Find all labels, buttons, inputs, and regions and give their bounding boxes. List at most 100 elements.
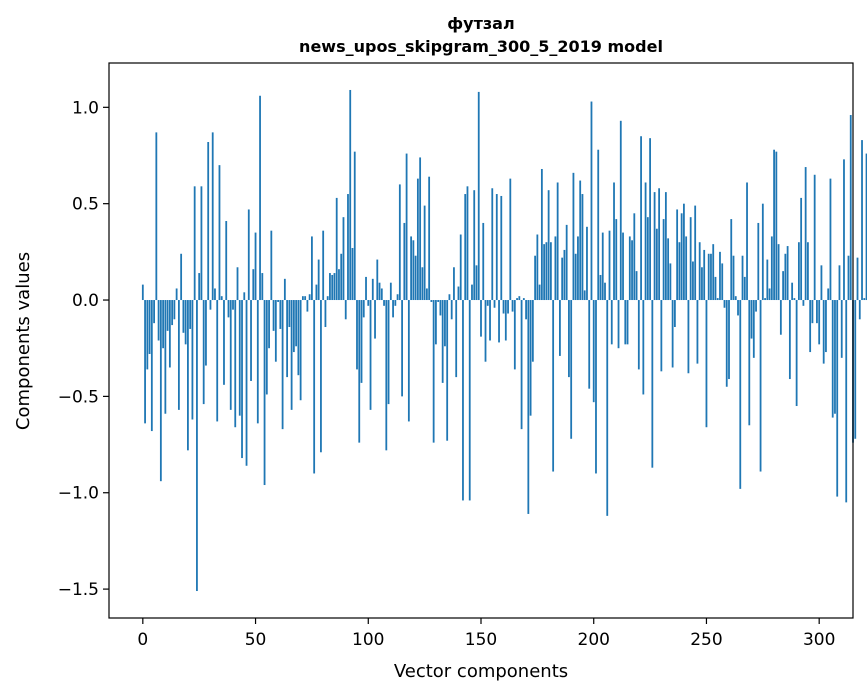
bar-301 bbox=[820, 265, 823, 301]
bar-130 bbox=[435, 300, 437, 345]
bar-139 bbox=[455, 300, 458, 378]
bar-172 bbox=[529, 300, 532, 416]
bar-255 bbox=[716, 298, 719, 301]
bar-250 bbox=[705, 300, 708, 428]
bar-118 bbox=[407, 300, 410, 422]
bar-108 bbox=[385, 300, 388, 451]
bar-247 bbox=[698, 242, 701, 301]
bar-318 bbox=[858, 300, 861, 320]
bar-28 bbox=[205, 300, 207, 366]
bar-136 bbox=[448, 294, 451, 301]
chart-subtitle: news_upos_skipgram_300_5_2019 model bbox=[299, 37, 663, 56]
bar-214 bbox=[624, 300, 627, 345]
bar-145 bbox=[468, 300, 471, 501]
bar-53 bbox=[261, 273, 264, 301]
bar-157 bbox=[495, 194, 498, 301]
bar-92 bbox=[349, 89, 352, 301]
bar-114 bbox=[398, 184, 401, 301]
bar-151 bbox=[482, 222, 485, 301]
bar-76 bbox=[313, 300, 316, 474]
bar-134 bbox=[444, 300, 446, 347]
bar-59 bbox=[274, 300, 277, 362]
bar-266 bbox=[741, 255, 744, 301]
bar-199 bbox=[590, 101, 593, 301]
bar-105 bbox=[378, 282, 381, 301]
bar-216 bbox=[628, 236, 631, 301]
bar-35 bbox=[220, 296, 223, 301]
bar-279 bbox=[770, 236, 773, 301]
bar-29 bbox=[207, 142, 210, 301]
bar-85 bbox=[333, 273, 336, 301]
bar-167 bbox=[518, 296, 521, 301]
bar-166 bbox=[516, 298, 518, 301]
bar-296 bbox=[809, 300, 812, 353]
bar-316 bbox=[854, 300, 857, 439]
bar-113 bbox=[396, 294, 399, 301]
bar-193 bbox=[577, 236, 579, 301]
bar-244 bbox=[692, 261, 694, 301]
bar-121 bbox=[414, 255, 417, 301]
bar-177 bbox=[540, 168, 543, 301]
bar-211 bbox=[617, 300, 620, 349]
bar-61 bbox=[279, 300, 282, 329]
bar-251 bbox=[707, 253, 710, 301]
bar-8 bbox=[159, 300, 162, 482]
bar-307 bbox=[834, 300, 836, 414]
bar-294 bbox=[804, 167, 807, 301]
bar-73 bbox=[306, 300, 309, 312]
bar-30 bbox=[209, 300, 212, 310]
bar-19 bbox=[184, 300, 187, 345]
bar-84 bbox=[331, 274, 334, 301]
bar-187 bbox=[563, 249, 566, 301]
bar-51 bbox=[256, 300, 259, 424]
bar-262 bbox=[732, 255, 735, 301]
bar-277 bbox=[766, 259, 769, 301]
bar-171 bbox=[527, 300, 530, 514]
bar-66 bbox=[290, 300, 293, 410]
bar-13 bbox=[171, 300, 174, 326]
bar-99 bbox=[365, 276, 367, 301]
bar-43 bbox=[238, 300, 241, 416]
bar-297 bbox=[811, 300, 814, 324]
bar-112 bbox=[394, 300, 397, 306]
bar-87 bbox=[338, 269, 340, 301]
bar-36 bbox=[223, 300, 225, 385]
bar-26 bbox=[200, 186, 203, 301]
bar-259 bbox=[725, 300, 728, 387]
bar-173 bbox=[531, 300, 534, 362]
bar-205 bbox=[604, 282, 606, 301]
bar-86 bbox=[335, 197, 338, 301]
bar-194 bbox=[579, 180, 582, 301]
bar-103 bbox=[374, 300, 376, 339]
bar-58 bbox=[272, 300, 275, 331]
bar-184 bbox=[556, 182, 559, 301]
bar-174 bbox=[534, 255, 537, 301]
bar-163 bbox=[509, 178, 512, 301]
bar-312 bbox=[845, 300, 848, 503]
bar-176 bbox=[538, 284, 541, 301]
bar-45 bbox=[243, 292, 246, 301]
bar-225 bbox=[649, 138, 651, 301]
bar-48 bbox=[250, 300, 252, 381]
bar-96 bbox=[358, 300, 361, 443]
y-tick-label: 0.5 bbox=[72, 195, 99, 215]
y-tick-label: 0.0 bbox=[72, 291, 99, 311]
x-tick-label: 300 bbox=[803, 630, 835, 650]
bar-230 bbox=[660, 300, 663, 372]
bar-209 bbox=[613, 182, 615, 301]
bar-218 bbox=[633, 213, 636, 301]
y-tick-label: −1.0 bbox=[58, 484, 99, 504]
bar-240 bbox=[683, 203, 685, 301]
bar-79 bbox=[320, 300, 322, 453]
bar-57 bbox=[270, 230, 273, 301]
bar-34 bbox=[218, 165, 221, 301]
bar-107 bbox=[383, 300, 385, 306]
bar-221 bbox=[640, 136, 642, 301]
bar-60 bbox=[277, 300, 279, 302]
bar-10 bbox=[164, 300, 167, 414]
bar-313 bbox=[847, 255, 850, 301]
bar-41 bbox=[234, 300, 237, 428]
bar-0 bbox=[141, 284, 144, 301]
bar-263 bbox=[734, 296, 737, 301]
